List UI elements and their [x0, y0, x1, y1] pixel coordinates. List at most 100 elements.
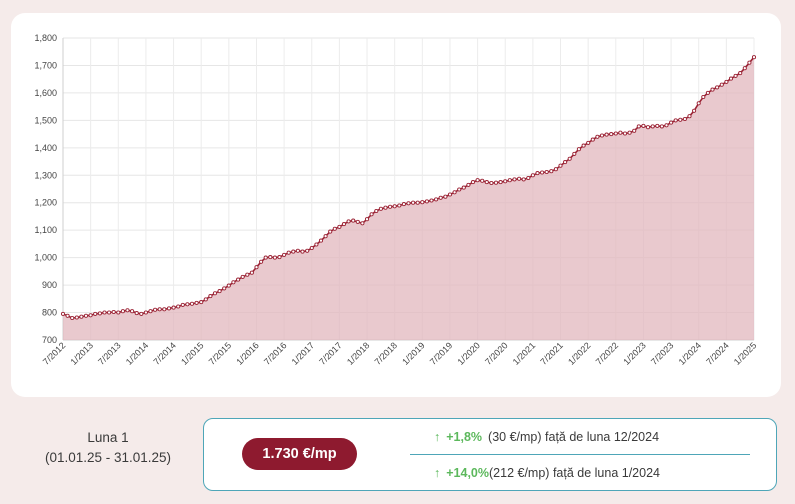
data-point — [249, 270, 254, 275]
data-point — [351, 218, 356, 223]
data-point — [83, 313, 89, 318]
period-label-block: Luna 1 (01.01.25 - 31.01.25) — [18, 428, 198, 468]
data-point — [489, 180, 494, 186]
data-point — [111, 309, 116, 315]
yearly-change-row: ↑ +14,0%(212 €/mp) față de luna 1/2024 — [434, 466, 660, 480]
monthly-change-abs: (30 €/mp) — [488, 430, 542, 444]
data-point — [438, 195, 443, 200]
x-tick-label: 1/2013 — [69, 340, 96, 367]
data-point — [88, 313, 93, 318]
data-point — [268, 255, 273, 260]
data-point — [512, 177, 517, 182]
data-point — [341, 222, 347, 227]
data-point — [563, 160, 568, 165]
monthly-change-pct: +1,8% — [446, 430, 483, 444]
data-point — [185, 302, 190, 307]
x-tick-label: 1/2018 — [345, 340, 372, 367]
x-tick-label: 7/2020 — [483, 340, 510, 367]
data-point — [544, 169, 549, 175]
period-label: Luna 1 — [87, 430, 129, 445]
data-point — [424, 199, 429, 204]
data-point — [622, 131, 628, 136]
data-point — [153, 307, 158, 312]
data-point — [364, 217, 370, 222]
data-point — [655, 123, 660, 128]
data-point — [388, 204, 393, 209]
data-point — [162, 307, 167, 312]
data-point — [576, 147, 581, 152]
x-tick-label: 1/2016 — [234, 340, 261, 367]
data-point — [701, 94, 706, 100]
data-point — [466, 182, 471, 187]
data-point — [212, 291, 218, 296]
data-point — [475, 178, 480, 183]
data-point — [392, 204, 397, 209]
data-point — [415, 200, 420, 205]
data-point — [346, 219, 351, 224]
data-point — [125, 308, 130, 313]
arrow-up-icon: ↑ — [434, 430, 441, 444]
data-point — [300, 249, 305, 254]
data-point — [116, 310, 121, 315]
data-point — [406, 201, 411, 206]
x-tick-label: 7/2024 — [704, 340, 731, 367]
y-tick-label: 900 — [42, 280, 57, 290]
data-point — [669, 120, 674, 125]
data-point — [401, 202, 406, 207]
x-tick-label: 7/2021 — [538, 340, 565, 367]
data-point — [65, 313, 70, 318]
x-tick-label: 7/2022 — [594, 340, 621, 367]
data-point — [383, 205, 388, 210]
data-point — [595, 134, 600, 139]
data-point — [498, 180, 503, 185]
data-point — [194, 300, 199, 305]
data-point — [682, 116, 687, 122]
price-badge: 1.730 €/mp — [242, 438, 357, 470]
data-point — [199, 300, 204, 305]
x-tick-label: 1/2020 — [455, 340, 482, 367]
data-point — [457, 187, 462, 192]
data-point — [705, 90, 710, 95]
y-tick-label: 1,500 — [34, 115, 57, 125]
yearly-change-pct: +14,0% — [446, 466, 489, 480]
data-point — [650, 124, 655, 129]
data-point — [692, 108, 697, 113]
data-point — [590, 137, 595, 142]
y-tick-label: 1,200 — [34, 198, 57, 208]
x-tick-label: 7/2023 — [649, 340, 676, 367]
data-point — [134, 311, 139, 316]
data-point — [378, 206, 383, 211]
data-point — [710, 87, 715, 92]
data-point — [272, 255, 277, 260]
x-tick-label: 7/2014 — [151, 340, 178, 367]
x-tick-label: 7/2018 — [373, 340, 400, 367]
data-point — [599, 133, 605, 138]
x-tick-label: 1/2019 — [400, 340, 427, 367]
x-tick-label: 7/2013 — [96, 340, 123, 367]
data-point — [240, 274, 245, 279]
data-point — [678, 117, 683, 122]
data-point — [374, 208, 379, 214]
data-point — [613, 131, 618, 136]
y-tick-label: 1,800 — [34, 33, 57, 43]
data-point — [143, 310, 148, 315]
data-point — [217, 289, 222, 294]
data-point — [60, 311, 66, 316]
data-point — [470, 180, 476, 185]
data-point — [493, 180, 499, 185]
divider — [410, 454, 750, 455]
data-point — [79, 314, 84, 319]
y-tick-label: 700 — [42, 335, 57, 345]
data-point — [553, 167, 558, 172]
data-point — [549, 169, 554, 174]
data-point — [180, 302, 185, 307]
price-chart: 700 800 900 1,000 1,100 1,200 1,300 1,400 1,500 1… — [34, 33, 758, 367]
data-point — [295, 248, 300, 253]
data-point — [337, 224, 342, 229]
data-point — [222, 286, 227, 291]
data-point — [148, 309, 153, 314]
data-point — [245, 272, 250, 277]
data-point — [572, 151, 577, 156]
data-point — [328, 229, 333, 234]
x-tick-label: 1/2023 — [621, 340, 648, 367]
